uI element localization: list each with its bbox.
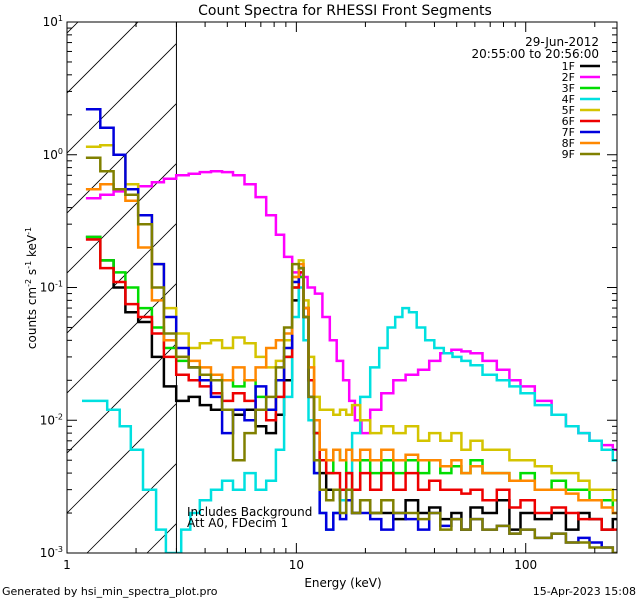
legend-label-6F: 6F — [562, 115, 575, 128]
time-range-label: 20:55:00 to 20:56:00 — [472, 47, 599, 61]
series-line-2F — [85, 170, 617, 451]
footer-timestamp: 15-Apr-2023 15:08 — [533, 585, 636, 598]
legend-label-7F: 7F — [562, 126, 575, 139]
y-tick-label: 10-2 — [40, 412, 63, 427]
legend-label-8F: 8F — [562, 137, 575, 150]
hatch-line — [67, 343, 177, 454]
y-tick-label: 10-3 — [40, 545, 63, 560]
y-tick-label: 10-1 — [40, 280, 63, 295]
y-tick-label: 100 — [43, 147, 63, 162]
chart-title: Count Spectra for RHESSI Front Segments — [198, 3, 492, 19]
date-label: 29-Jun-2012 — [525, 35, 599, 49]
legend-label-3F: 3F — [562, 82, 575, 95]
x-axis-label: Energy (keV) — [304, 576, 381, 590]
hatch-line — [67, 403, 177, 514]
legend-label-2F: 2F — [562, 71, 575, 84]
x-tick-label: 100 — [514, 558, 537, 572]
legend-label-9F: 9F — [562, 148, 575, 161]
hatch-line — [67, 103, 177, 214]
annotation-attenuator: Att A0, FDecim 1 — [187, 516, 288, 530]
legend-label-5F: 5F — [562, 104, 575, 117]
x-tick-label: 10 — [289, 558, 304, 572]
legend-label-1F: 1F — [562, 60, 575, 73]
y-axis-label: counts cm-2 s-1 keV-1 — [24, 227, 39, 349]
annotation-background: Includes Background — [187, 505, 312, 519]
series-line-4F — [82, 286, 617, 553]
series-line-6F — [85, 238, 617, 531]
y-tick-label: 101 — [43, 14, 63, 29]
x-tick-label: 1 — [63, 558, 71, 572]
footer-generator: Generated by hsi_min_spectra_plot.pro — [2, 585, 218, 598]
legend-label-4F: 4F — [562, 93, 575, 106]
series-line-9F — [85, 156, 617, 553]
